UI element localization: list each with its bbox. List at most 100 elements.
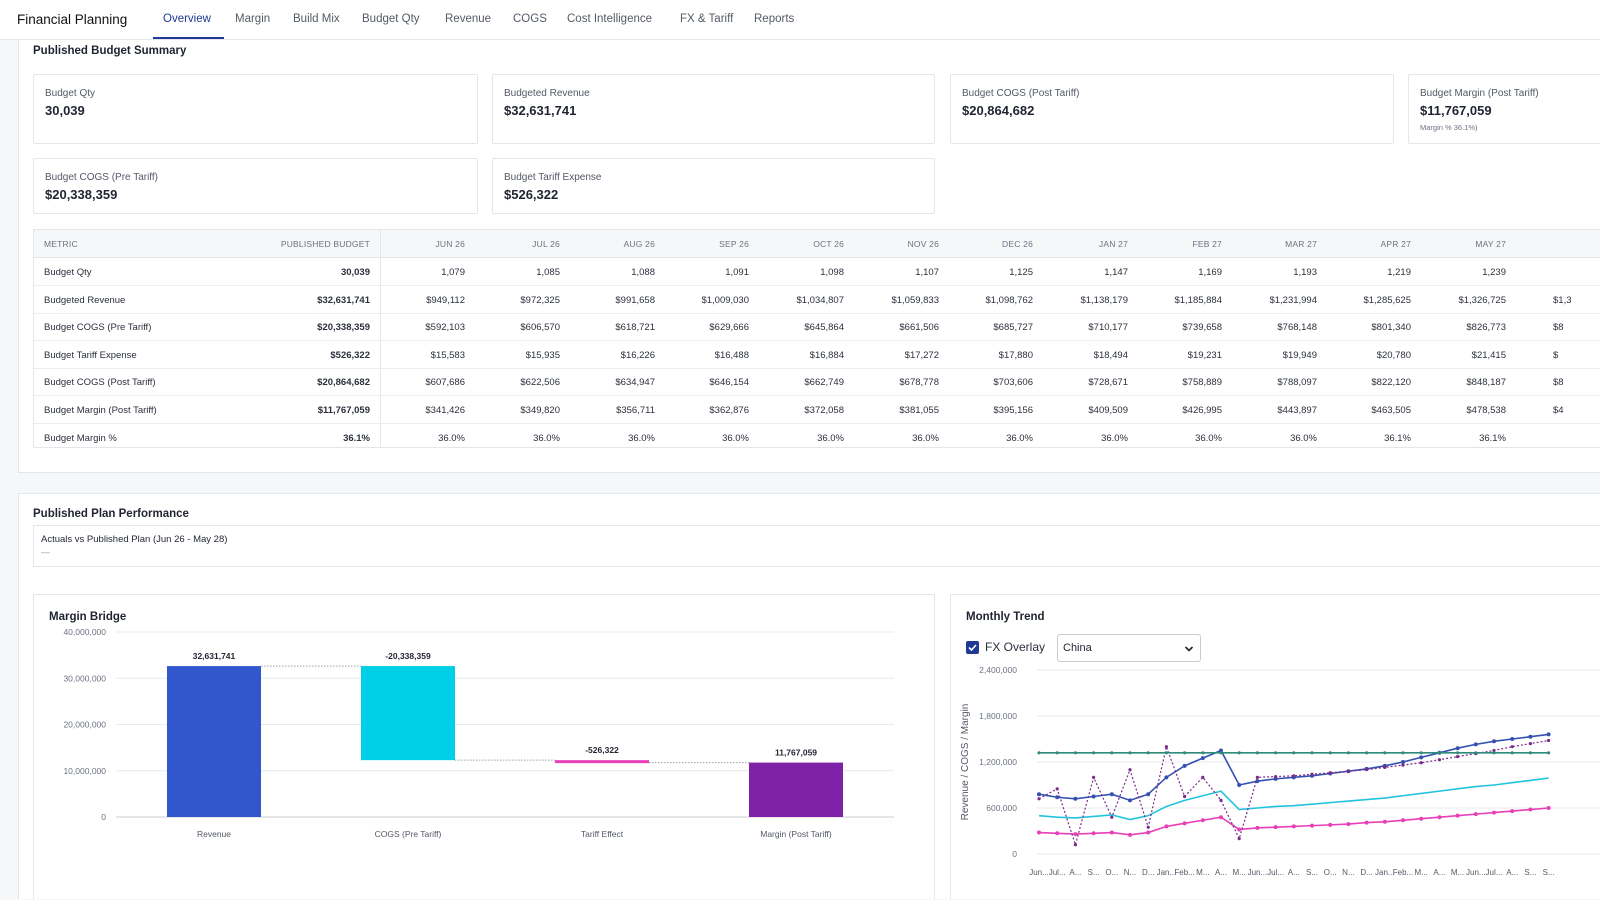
table-row: Budget Qty 30,039 1,079 1,085 1,088 1,091 1,09… — [34, 258, 1600, 286]
point-margin — [1200, 818, 1205, 823]
point-fx — [1346, 751, 1350, 755]
x-tick-label: A... — [1506, 868, 1518, 877]
point-revenue — [1528, 734, 1533, 739]
metric-cell: Budgeted Revenue — [44, 294, 126, 306]
month-cell: $646,154 — [709, 377, 749, 389]
point-revenue — [1091, 794, 1096, 799]
point-fx — [1201, 751, 1205, 755]
card-value: $32,631,741 — [504, 103, 577, 118]
month-cell: 1,147 — [1104, 267, 1128, 278]
tab-build-mix[interactable]: Build Mix — [293, 13, 340, 25]
metric-cell: Budget COGS (Pre Tariff) — [44, 322, 152, 334]
card-label: Budget Qty — [45, 88, 96, 99]
point-plan — [1274, 774, 1278, 779]
column-header: MAY 27 — [1475, 239, 1506, 249]
metric-cell: Budget Qty — [44, 267, 92, 278]
month-cell: 1,169 — [1198, 267, 1222, 278]
point-fx — [1474, 751, 1478, 755]
point-margin — [1055, 831, 1060, 836]
month-cell: $634,947 — [615, 377, 655, 389]
card-label: Budget Tariff Expense — [504, 172, 602, 183]
card-budget-margin-post-tariff: Budget Margin (Post Tariff) $11,767,059 … — [1408, 74, 1600, 144]
point-plan — [1128, 768, 1132, 772]
tab-reports[interactable]: Reports — [754, 13, 795, 25]
column-header: NOV 26 — [907, 239, 939, 249]
month-cell: $592,103 — [425, 322, 465, 334]
point-plan — [1219, 798, 1223, 802]
tab-revenue[interactable]: Revenue — [445, 13, 492, 25]
month-cell: $629,666 — [709, 322, 749, 334]
month-cell: $1,138,179 — [1080, 294, 1128, 306]
month-cell: $991,658 — [615, 294, 655, 306]
month-cell: 1,079 — [441, 267, 465, 278]
tab-budget-qty[interactable]: Budget Qty — [362, 13, 420, 25]
tab-cost-intelligence[interactable]: Cost Intelligence — [567, 13, 653, 25]
y-tick-label: 30,000,000 — [63, 673, 106, 683]
point-margin — [1328, 822, 1333, 827]
point-margin — [1219, 815, 1223, 820]
y-tick-label: 0 — [1012, 849, 1017, 859]
point-margin — [1364, 820, 1369, 825]
point-revenue — [1109, 792, 1114, 797]
tab-cogs[interactable]: COGS — [513, 13, 547, 25]
x-tick-label: O... — [1324, 868, 1337, 877]
point-plan — [1073, 843, 1077, 847]
fx-overlay-checkbox[interactable] — [966, 641, 979, 654]
published-budget-cell: $526,322 — [330, 349, 370, 361]
month-cell: $1,231,994 — [1269, 294, 1317, 306]
x-tick-label: S... — [1543, 868, 1555, 877]
published-budget-cell: 36.1% — [343, 432, 370, 444]
tab-fx-tariff[interactable]: FX & Tariff — [680, 13, 734, 25]
x-tick-label: M... — [1233, 868, 1246, 877]
x-tick-label: A... — [1215, 868, 1227, 877]
month-cell: $409,509 — [1088, 405, 1128, 416]
month-cell: 36.1% — [1384, 432, 1411, 444]
point-fx — [1164, 751, 1168, 755]
month-cell: $622,506 — [520, 377, 560, 389]
metric-cell: Budget Margin % — [44, 432, 117, 444]
x-tick-label: D... — [1142, 868, 1154, 877]
month-cell: $18,494 — [1093, 349, 1128, 361]
tab-margin[interactable]: Margin — [235, 13, 271, 25]
y-tick-label: 600,000 — [986, 803, 1017, 813]
margin-bridge-chart: 40,000,000 30,000,000 20,000,000 10,000,000… — [63, 627, 894, 839]
point-revenue — [1164, 775, 1169, 780]
x-tick-label: Jul... — [1049, 868, 1066, 877]
point-margin — [1291, 824, 1296, 829]
point-plan — [1292, 774, 1296, 778]
x-tick-label: S... — [1306, 868, 1318, 877]
point-revenue — [1473, 742, 1478, 747]
series-line-plan — [1038, 739, 1549, 847]
point-plan — [1528, 742, 1532, 746]
point-margin — [1437, 815, 1442, 820]
point-fx — [1183, 751, 1187, 755]
card-budgeted-revenue: Budgeted Revenue $32,631,741 — [492, 74, 935, 144]
month-cell: $21,415 — [1471, 349, 1506, 361]
x-tick-label: Jul... — [1267, 868, 1284, 877]
month-cell: $356,711 — [616, 405, 655, 416]
x-tick-label: S... — [1088, 868, 1100, 877]
month-cell: $788,097 — [1277, 377, 1317, 389]
period-filter[interactable]: Actuals vs Published Plan (Jun 26 - May … — [33, 525, 1600, 567]
tab-overview[interactable]: Overview — [163, 13, 211, 25]
series-line-revenue — [1038, 733, 1549, 802]
country-select[interactable]: China — [1057, 634, 1201, 662]
month-cell: $17,880 — [998, 349, 1033, 361]
x-tick-label: A... — [1433, 868, 1445, 877]
point-plan — [1365, 768, 1369, 772]
bar-margin-post-tariff- — [749, 762, 843, 817]
x-tick-label: Revenue — [197, 829, 231, 839]
column-header: PUBLISHED BUDGET — [280, 239, 370, 249]
point-margin — [1401, 818, 1405, 823]
point-fx — [1292, 751, 1296, 755]
month-cell: $15,583 — [430, 349, 465, 361]
month-cell: $739,658 — [1182, 322, 1222, 334]
column-header: MAR 27 — [1285, 239, 1317, 249]
month-cell: $16,884 — [809, 349, 844, 361]
month-cell: $372,058 — [804, 405, 844, 416]
table-row: Budget Tariff Expense $526,322 $15,583 $15,… — [34, 341, 1600, 369]
point-margin — [1146, 830, 1151, 835]
x-tick-label: Jun... — [1029, 868, 1049, 877]
y-tick-label: 0 — [101, 812, 106, 822]
month-cell: 36.0% — [1195, 432, 1222, 444]
